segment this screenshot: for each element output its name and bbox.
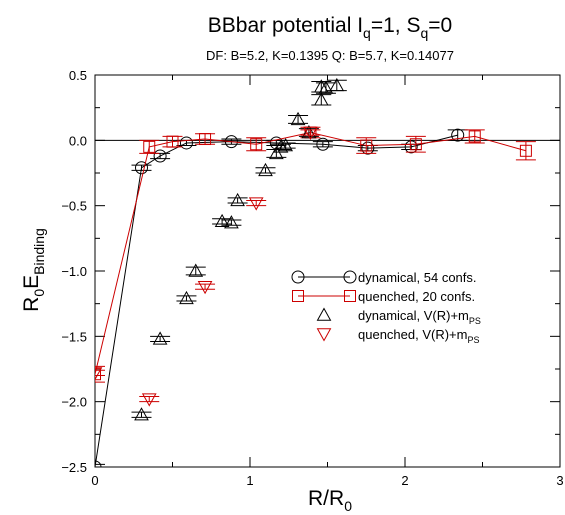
legend-label: dynamical, 54 confs. — [358, 270, 477, 285]
y-tick-label: −2.0 — [61, 395, 87, 410]
data-point — [166, 135, 179, 148]
data-point — [329, 77, 345, 92]
legend-item: dynamical, V(R)+mPS — [316, 307, 481, 326]
data-point — [224, 135, 238, 149]
data-point — [95, 368, 101, 381]
svg-text:R/R0: R/R0 — [308, 487, 352, 514]
data-point — [303, 126, 318, 141]
data-point — [278, 138, 293, 152]
legend-item: quenched, V(R)+mPS — [316, 327, 480, 345]
data-point — [273, 139, 289, 153]
data-point — [313, 79, 329, 93]
series-triangle-down — [95, 126, 321, 407]
legend-marker — [291, 270, 305, 284]
data-point — [197, 280, 213, 295]
legend-item: quenched, 20 confs. — [292, 289, 475, 304]
plot-frame — [94, 74, 561, 468]
chart-title: BBbar potential Iq=1, Sq=0 — [208, 14, 452, 41]
series-line — [95, 131, 527, 375]
x-axis-label: R/R0 — [308, 487, 352, 514]
data-point — [134, 407, 149, 421]
x-tick-label: 3 — [556, 473, 563, 488]
data-point — [152, 331, 168, 345]
data-point — [214, 213, 230, 228]
data-point — [519, 144, 532, 157]
x-tick-label: 0 — [91, 473, 98, 488]
data-point — [451, 128, 465, 142]
x-tick-label: 1 — [246, 473, 253, 488]
x-tick-label: 2 — [401, 473, 408, 488]
y-axis-label: R0EBinding — [20, 228, 47, 312]
legend-marker — [292, 290, 304, 302]
series-triangle-up — [131, 77, 347, 421]
legend-marker — [344, 290, 356, 302]
svg-text:BBbar potential Iq=1, Sq=0: BBbar potential Iq=1, Sq=0 — [208, 14, 452, 41]
series-line — [95, 134, 458, 467]
y-tick-label: −1.5 — [61, 329, 87, 344]
legend-label: quenched, 20 confs. — [358, 289, 475, 304]
data-point — [404, 140, 418, 154]
data-point — [250, 138, 263, 151]
legend-item: dynamical, 54 confs. — [291, 270, 477, 285]
data-point — [313, 92, 329, 106]
y-tick-label: −2.5 — [61, 460, 87, 475]
data-point — [361, 141, 375, 155]
data-point — [468, 130, 481, 143]
data-point — [258, 162, 273, 177]
data-point — [95, 367, 103, 381]
data-point — [409, 138, 422, 151]
legend-label: quenched, V(R)+mPS — [358, 327, 480, 345]
data-point — [179, 136, 193, 150]
plot-area: 0 1 2 3 0.5 0.0 −0.5 −1.0 −1.5 −2.0 −2.5 dynamical,… — [61, 68, 563, 488]
data-point — [316, 137, 330, 151]
y-tick-label: −0.5 — [61, 199, 87, 214]
data-point — [318, 80, 334, 94]
data-layer — [95, 77, 536, 467]
data-point — [199, 133, 212, 146]
legend-marker — [343, 270, 357, 284]
legend-marker — [316, 328, 332, 342]
data-point — [135, 161, 148, 175]
data-point — [224, 215, 239, 229]
legend: dynamical, 54 confs. quenched, 20 confs. d… — [291, 270, 481, 345]
chart-subtitle: DF: B=5.2, K=0.1395 Q: B=5.7, K=0.14077 — [206, 48, 454, 63]
data-point — [141, 393, 157, 407]
data-point — [143, 140, 156, 153]
data-point — [269, 145, 284, 160]
data-point — [230, 192, 245, 207]
svg-text:R0EBinding: R0EBinding — [20, 228, 47, 312]
data-point — [248, 197, 264, 211]
data-point — [360, 139, 373, 152]
data-point — [153, 149, 167, 163]
y-tick-label: −1.0 — [61, 264, 87, 279]
data-point — [188, 263, 204, 277]
y-tick-label: 0.5 — [69, 68, 87, 83]
data-point — [179, 290, 194, 305]
legend-marker — [316, 307, 332, 321]
data-point — [290, 111, 306, 126]
y-tick-label: 0.0 — [69, 133, 87, 148]
data-point — [301, 124, 317, 139]
legend-label: dynamical, V(R)+mPS — [358, 308, 481, 326]
